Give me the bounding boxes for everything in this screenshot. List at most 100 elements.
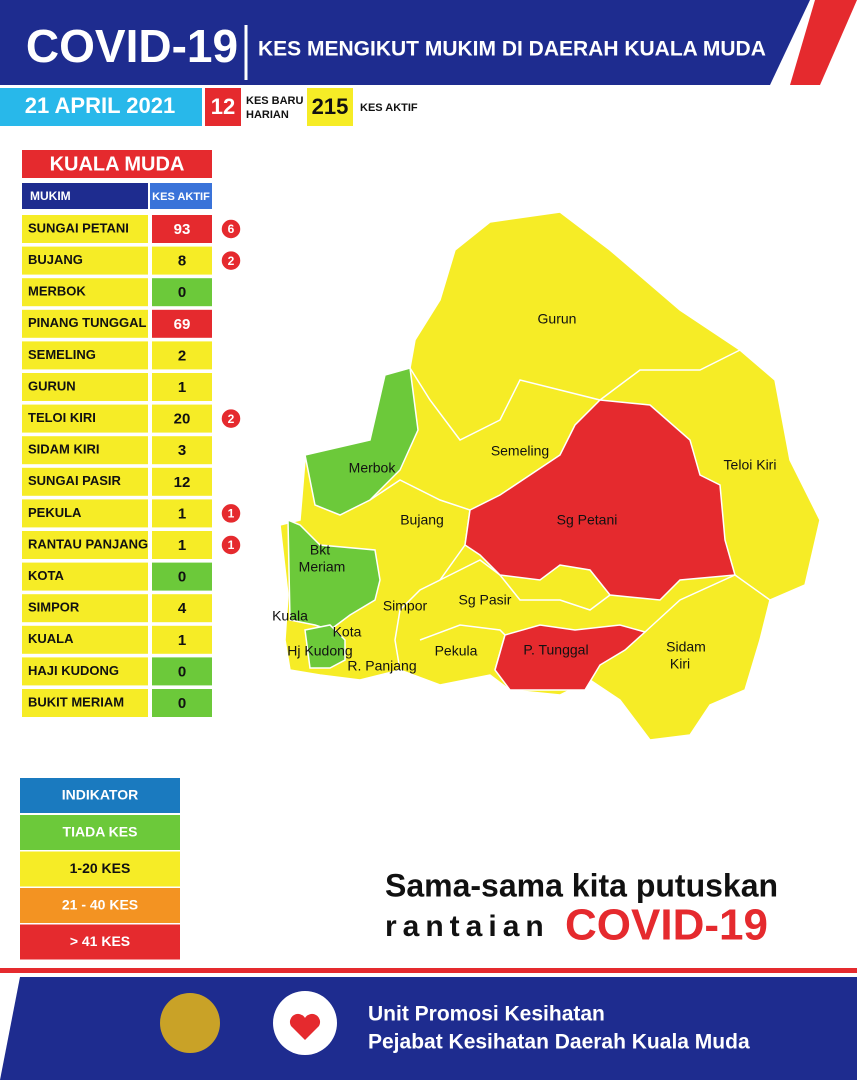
name-cell [22, 246, 148, 275]
name-cell [22, 215, 148, 243]
new-box [205, 88, 241, 126]
mukim-name: PINANG TUNGGAL [28, 315, 147, 330]
value-cell [152, 309, 212, 338]
new-value: 2 [228, 254, 235, 268]
active-value: 0 [178, 284, 186, 301]
active-value: 20 [174, 411, 191, 428]
active-box [307, 88, 353, 126]
name-cell [22, 467, 148, 496]
mukim-name: SUNGAI PETANI [28, 220, 129, 235]
active-value: 8 [178, 253, 186, 270]
value-cell [152, 467, 212, 496]
new-cases: 12 [211, 94, 235, 119]
mukim-name: KUALA [28, 631, 74, 646]
region-label: Teloi Kiri [724, 457, 777, 473]
name-cell [22, 531, 148, 559]
new-value: 6 [228, 222, 235, 236]
table-rows: SUNGAI PETANI 93 6 BUJANG 8 2 MERBOK 0 PINANG TU… [22, 215, 242, 717]
col-head [150, 183, 212, 209]
active-label: KES AKTIF [360, 102, 418, 114]
value-cell [152, 436, 212, 465]
name-cell [22, 341, 148, 370]
map-border [439, 559, 611, 611]
map-region [304, 624, 346, 669]
date: 21 APRIL 2021 [25, 93, 175, 118]
mukim-name: SIMPOR [28, 600, 80, 615]
new-badge [220, 534, 242, 556]
value-cell [152, 657, 212, 686]
column-header: MUKIM [30, 189, 71, 203]
region-label: Sg Pasir [459, 592, 512, 608]
active-value: 4 [178, 600, 187, 617]
region-label: Pekula [435, 643, 478, 659]
logo [160, 993, 220, 1053]
value-cell [152, 341, 212, 370]
map-region [287, 518, 381, 631]
legend-label: 1-20 KES [70, 860, 131, 876]
legend-label: 21 - 40 KES [62, 897, 138, 913]
value-cell [152, 499, 212, 528]
column-header: KES AKTIF [152, 191, 210, 203]
legend-swatch [20, 924, 180, 960]
name-cell [22, 499, 148, 528]
mukim-name: MERBOK [28, 284, 86, 299]
map-region [464, 399, 736, 601]
name-cell [22, 278, 148, 307]
region-label: Kiri [670, 656, 690, 672]
new-value: 1 [228, 538, 235, 552]
footer-band [0, 977, 857, 1080]
legend-label: TIADA KES [63, 824, 138, 840]
value-cell [152, 625, 212, 654]
value-cell [152, 404, 212, 433]
value-cell [152, 373, 212, 401]
region-label: Semeling [491, 443, 549, 459]
legend: TIADA KES 1-20 KES 21 - 40 KES > 41 KES [20, 815, 180, 960]
active-value: 69 [174, 316, 191, 333]
active-value: 12 [174, 474, 191, 491]
active-value: 1 [178, 505, 186, 522]
name-cell [22, 373, 148, 401]
footer-text: Unit Promosi Kesihatan [368, 1003, 605, 1026]
mukim-name: BUJANG [28, 252, 83, 267]
slogan: Sama-sama kita putuskan [385, 867, 778, 903]
new-badge [220, 249, 242, 272]
active-value: 1 [178, 379, 186, 396]
region-label: Bujang [400, 512, 444, 528]
map-border [644, 574, 771, 633]
legend-title: INDIKATOR [62, 787, 138, 803]
value-cell [152, 215, 212, 243]
active-value: 1 [178, 537, 186, 554]
name-cell [22, 625, 148, 654]
region-label: Gurun [538, 311, 577, 327]
mukim-name: RANTAU PANJANG [28, 536, 148, 551]
new-value: 2 [228, 412, 235, 426]
mukim-name: GURUN [28, 378, 76, 393]
legend-swatch [20, 815, 180, 850]
region-label: P. Tunggal [523, 642, 588, 658]
region-label: Meriam [299, 559, 346, 575]
legend-title-box [20, 778, 180, 813]
legend-label: > 41 KES [70, 933, 130, 949]
table-title-box [22, 150, 212, 178]
region-label: Sg Petani [557, 512, 618, 528]
header-band [0, 0, 810, 85]
legend-swatch [20, 851, 180, 887]
active-value: 0 [178, 663, 186, 680]
subtitle: KES MENGIKUT MUKIM DI DAERAH KUALA MUDA [258, 38, 766, 61]
active-cases: 215 [312, 94, 349, 119]
col-head [22, 183, 148, 209]
table-title: KUALA MUDA [50, 153, 185, 175]
legend-swatch [20, 888, 180, 923]
region-label: Merbok [349, 460, 397, 476]
new-value: 1 [228, 507, 235, 521]
active-value: 1 [178, 632, 186, 649]
mukim-name: SIDAM KIRI [28, 442, 100, 457]
footer-line [0, 968, 857, 973]
name-cell [22, 657, 148, 686]
mukim-name: SEMELING [28, 347, 96, 362]
region-label: R. Panjang [347, 658, 416, 674]
active-value: 93 [174, 221, 191, 238]
mukim-name: SUNGAI PASIR [28, 473, 122, 488]
region-label: Kuala [272, 608, 308, 624]
